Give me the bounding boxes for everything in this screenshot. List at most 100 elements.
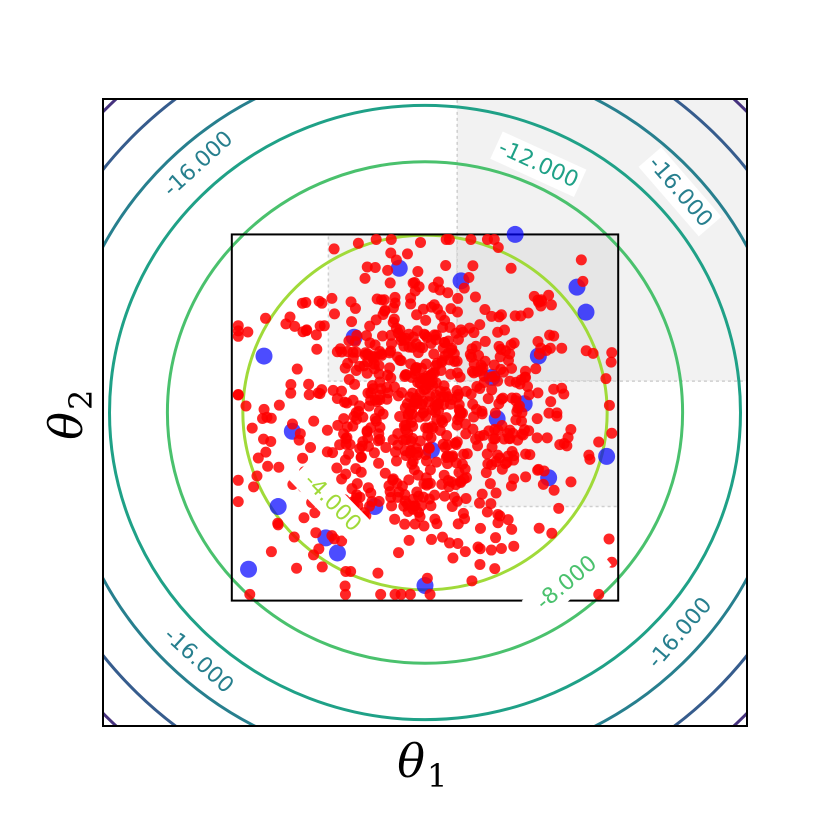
red-sample-point — [457, 407, 469, 419]
red-sample-point — [260, 312, 272, 324]
red-sample-point — [495, 393, 507, 405]
red-sample-point — [308, 549, 320, 561]
red-sample-point — [291, 562, 303, 574]
red-sample-point — [522, 307, 534, 319]
red-sample-point — [543, 289, 555, 301]
red-sample-point — [439, 490, 451, 502]
red-sample-point — [365, 487, 377, 499]
red-sample-point — [508, 540, 520, 552]
red-sample-point — [452, 333, 464, 345]
red-sample-point — [556, 342, 568, 354]
red-sample-point — [310, 527, 322, 539]
red-sample-point — [331, 393, 343, 405]
red-sample-point — [453, 466, 465, 478]
red-sample-point — [362, 440, 374, 452]
red-sample-point — [326, 292, 338, 304]
red-sample-point — [474, 319, 486, 331]
red-sample-point — [425, 432, 437, 444]
red-sample-point — [440, 260, 452, 272]
red-sample-point — [502, 514, 514, 526]
red-sample-point — [297, 452, 309, 464]
contour-label-background-1 — [638, 147, 722, 237]
red-sample-point — [484, 478, 496, 490]
red-sample-point — [486, 384, 498, 396]
red-sample-point — [399, 518, 411, 530]
red-sample-point — [509, 310, 521, 322]
red-sample-point — [394, 410, 406, 422]
red-sample-point — [546, 527, 558, 539]
red-sample-point — [553, 502, 565, 514]
red-sample-point — [354, 360, 366, 372]
red-sample-point — [384, 277, 396, 289]
red-sample-point — [339, 454, 351, 466]
red-sample-point — [402, 498, 414, 510]
red-sample-point — [361, 261, 373, 273]
red-sample-point — [346, 483, 358, 495]
red-sample-point — [305, 442, 317, 454]
red-sample-point — [508, 450, 520, 462]
red-sample-point — [345, 565, 357, 577]
red-sample-point — [425, 533, 437, 545]
red-sample-point — [369, 262, 381, 274]
red-sample-point — [474, 522, 486, 534]
red-sample-point — [401, 248, 413, 260]
red-sample-point — [420, 449, 432, 461]
red-sample-point — [372, 567, 384, 579]
red-sample-point — [562, 431, 574, 443]
red-sample-point — [535, 300, 547, 312]
red-sample-point — [288, 531, 300, 543]
red-sample-point — [489, 563, 501, 575]
red-sample-point — [497, 366, 509, 378]
red-sample-point — [468, 327, 480, 339]
x-axis-label-symbol: θ — [397, 734, 425, 788]
red-sample-point — [606, 427, 618, 439]
red-sample-point — [587, 347, 599, 359]
red-sample-point — [496, 420, 508, 432]
red-sample-point — [451, 419, 463, 431]
red-sample-point — [442, 439, 454, 451]
red-sample-point — [347, 420, 359, 432]
inner-box-rect-0 — [230, 233, 620, 602]
red-sample-point — [558, 388, 570, 400]
red-sample-point — [273, 461, 285, 473]
blue-sample-point — [328, 544, 346, 562]
red-sample-point — [452, 292, 464, 304]
red-sample-point — [524, 449, 536, 461]
red-sample-point — [479, 303, 491, 315]
red-sample-point — [498, 324, 510, 336]
red-sample-point — [362, 356, 374, 368]
red-sample-point — [385, 491, 397, 503]
red-sample-point — [545, 299, 557, 311]
red-sample-point — [384, 362, 396, 374]
red-sample-point — [258, 433, 270, 445]
red-sample-point — [427, 367, 439, 379]
red-sample-point — [551, 407, 563, 419]
red-sample-point — [393, 547, 405, 559]
red-sample-point — [505, 262, 517, 274]
red-sample-point — [273, 399, 285, 411]
red-sample-point — [352, 237, 364, 249]
contour-label-background-4 — [490, 131, 587, 197]
red-sample-point — [316, 297, 328, 309]
red-sample-point — [232, 325, 244, 337]
red-sample-point — [531, 413, 543, 425]
red-sample-point — [520, 471, 532, 483]
red-sample-point — [309, 507, 321, 519]
red-sample-point — [396, 480, 408, 492]
contour-label-background-5 — [521, 542, 612, 624]
red-sample-point — [452, 518, 464, 530]
red-sample-point — [476, 488, 488, 500]
red-sample-point — [392, 439, 404, 451]
red-sample-point — [331, 346, 343, 358]
red-sample-point — [565, 476, 577, 488]
blue-sample-point — [598, 447, 616, 465]
red-sample-point — [376, 330, 388, 342]
red-sample-point — [296, 297, 308, 309]
red-sample-point — [415, 236, 427, 248]
red-sample-point — [492, 242, 504, 254]
y-axis-label-subscript: 2 — [62, 390, 100, 410]
red-sample-point — [458, 282, 470, 294]
red-sample-point — [232, 496, 244, 508]
red-sample-point — [452, 537, 464, 549]
red-sample-point — [481, 448, 493, 460]
